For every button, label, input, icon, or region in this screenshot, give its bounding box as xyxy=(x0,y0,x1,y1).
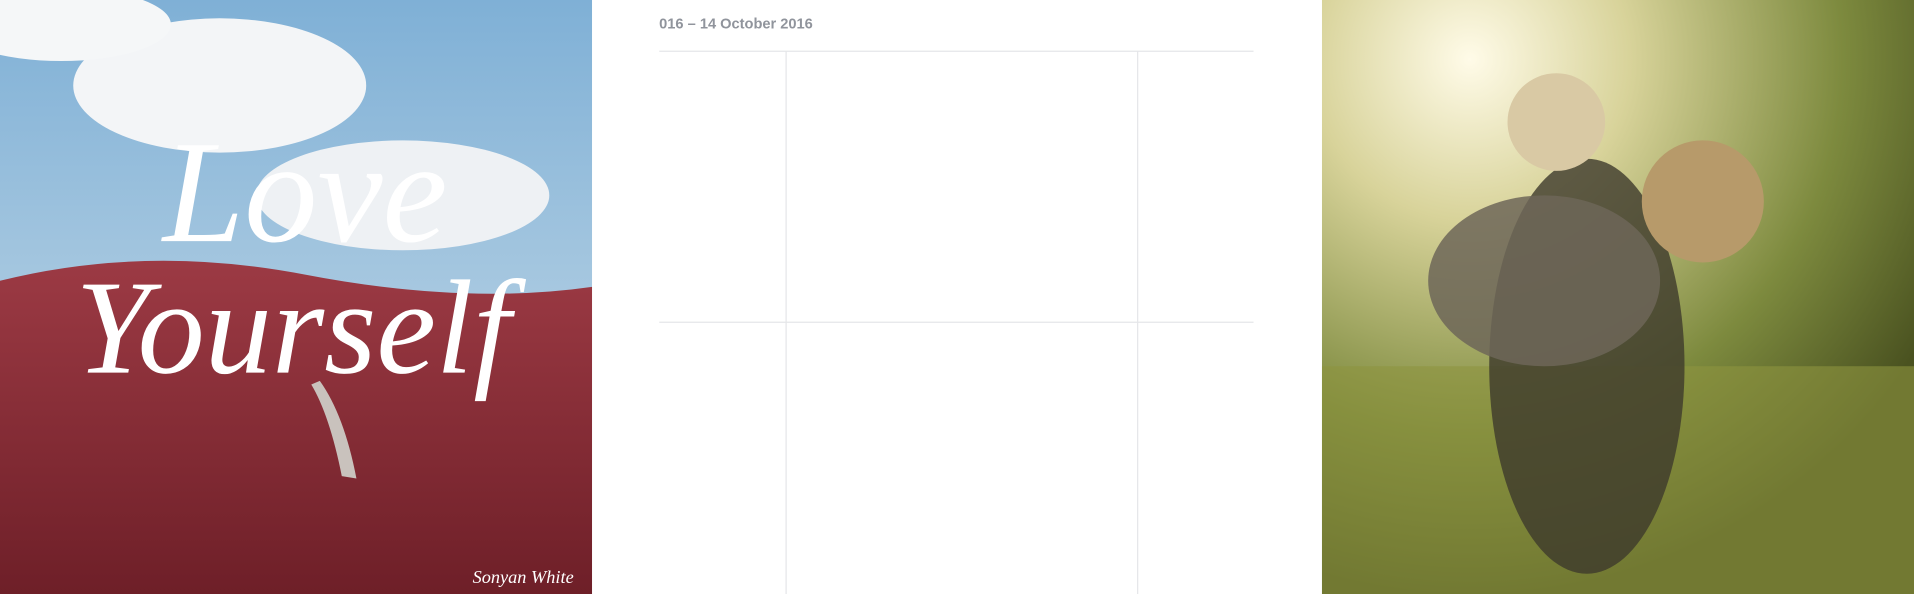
insights-panel: 016 – 14 October 2016 xyxy=(659,0,1254,595)
date-range: 016 – 14 October 2016 xyxy=(659,16,813,32)
script-text: Love xyxy=(161,110,448,273)
right-photo xyxy=(1321,0,1914,595)
script-text: Yourself xyxy=(75,254,526,403)
signature: Sonyan White xyxy=(473,567,574,587)
left-photo: Love Yourself Sonyan White xyxy=(0,0,593,595)
